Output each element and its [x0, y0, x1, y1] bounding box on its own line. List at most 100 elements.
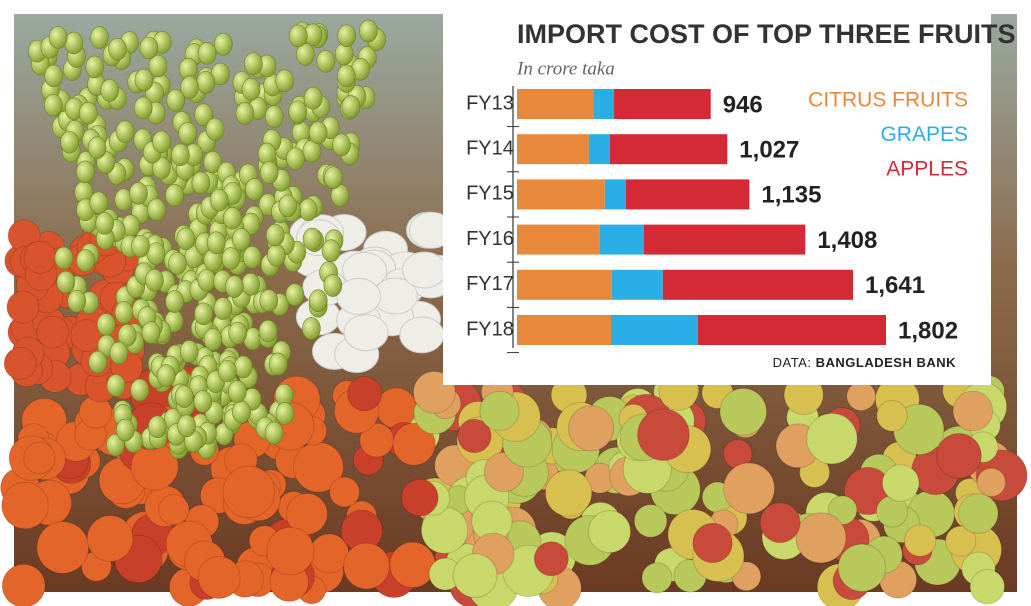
grape: [316, 50, 336, 73]
total-label: 1,027: [739, 137, 799, 164]
grape: [288, 24, 308, 48]
grape: [341, 95, 361, 118]
grape: [228, 321, 247, 345]
category-label: FY17: [466, 273, 514, 295]
grape: [245, 178, 264, 201]
pear: [399, 316, 445, 354]
grape: [227, 380, 247, 403]
fruit: [23, 240, 57, 274]
grape: [56, 270, 76, 294]
grape: [286, 147, 305, 170]
fruit: [392, 422, 436, 466]
grape: [147, 198, 166, 222]
grape: [241, 78, 261, 101]
category-label: FY18: [466, 318, 514, 340]
grape: [197, 268, 217, 292]
bar-segment: [610, 315, 698, 345]
grape: [205, 117, 225, 141]
grape: [89, 191, 108, 215]
pear: [336, 277, 382, 315]
grape: [308, 121, 328, 145]
grape: [302, 317, 321, 340]
grape: [264, 421, 284, 445]
grape: [178, 121, 197, 145]
grape: [259, 289, 279, 312]
grape: [78, 101, 98, 125]
grape: [44, 64, 63, 88]
grape: [115, 120, 135, 144]
grape: [268, 352, 288, 376]
grape: [337, 24, 356, 47]
grape: [194, 103, 213, 127]
fruit: [266, 526, 315, 576]
fruit: [158, 493, 190, 526]
grape: [157, 364, 176, 387]
bar-segment: [599, 224, 644, 255]
fruit: [23, 441, 56, 475]
grape: [95, 212, 114, 235]
fruit: [533, 541, 569, 577]
grape: [194, 302, 213, 326]
grape: [176, 227, 196, 251]
fruit: [3, 346, 37, 380]
grape: [44, 93, 63, 117]
legend-entry: CITRUS FRUITS: [808, 89, 968, 112]
legend-entry: GRAPES: [880, 123, 968, 146]
fruit: [945, 525, 977, 557]
grape: [241, 272, 260, 296]
fruit: [633, 504, 668, 538]
grape: [48, 26, 68, 49]
grape: [115, 418, 135, 442]
fruit: [587, 510, 632, 554]
bar-segment: [614, 89, 711, 119]
grape: [114, 301, 134, 324]
grape: [308, 289, 328, 313]
bar-segment: [593, 89, 615, 119]
grape: [166, 89, 185, 112]
grape: [267, 243, 286, 267]
bar-segment: [517, 224, 600, 255]
bar-segment: [517, 315, 611, 345]
grape: [213, 33, 233, 56]
grape: [117, 324, 137, 347]
grape: [259, 161, 279, 184]
grape: [234, 355, 253, 379]
pear: [401, 251, 447, 289]
fruit: [952, 390, 994, 432]
grape: [60, 130, 79, 154]
grape: [171, 143, 190, 167]
fruit: [36, 315, 70, 349]
fruit: [343, 542, 390, 590]
fruit: [723, 462, 775, 515]
pear: [343, 314, 389, 352]
grape: [321, 239, 341, 262]
grape: [67, 289, 87, 313]
bar-segment: [609, 134, 728, 165]
grape: [152, 156, 171, 180]
fruit: [222, 465, 276, 519]
grape: [129, 182, 148, 205]
grape: [109, 341, 129, 365]
grape: [213, 297, 233, 320]
category-label: FY15: [466, 183, 514, 205]
fruit: [457, 418, 492, 454]
grape: [168, 252, 187, 275]
fruit: [641, 562, 673, 594]
grape: [323, 274, 343, 297]
grape: [191, 171, 211, 195]
grape: [197, 42, 217, 65]
grape: [165, 184, 184, 207]
bar-segment: [517, 269, 612, 300]
grape: [131, 234, 150, 258]
bar-segment: [643, 224, 806, 255]
photo: [0, 19, 1028, 606]
grape: [209, 188, 229, 212]
grape: [206, 231, 226, 254]
grape: [145, 268, 164, 292]
grape: [76, 249, 95, 272]
grape: [235, 102, 255, 125]
grape: [130, 378, 149, 402]
fruit: [759, 502, 801, 544]
grape: [337, 64, 356, 88]
